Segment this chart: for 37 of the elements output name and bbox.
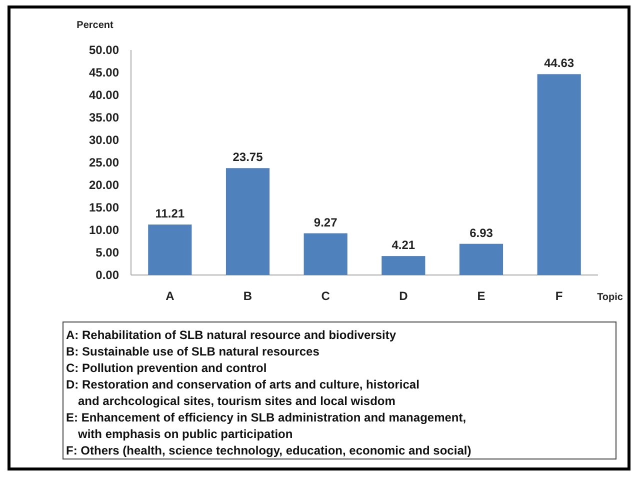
bar xyxy=(537,74,581,275)
x-tick-label: A xyxy=(166,289,175,303)
text: D: Restoration and conservation of arts and culture, historical and archcological sites, tourism sites and local wisdom xyxy=(66,378,420,408)
data-label: 4.21 xyxy=(392,238,416,252)
bar xyxy=(304,233,348,275)
x-tick-label: F xyxy=(555,289,563,303)
y-tick-label: 30.00 xyxy=(88,133,120,148)
bar xyxy=(226,168,270,275)
y-tick-label: 5.00 xyxy=(96,246,120,260)
y-tick-label: 35.00 xyxy=(88,110,120,125)
y-tick-label: 20.00 xyxy=(88,178,120,192)
bar xyxy=(148,224,192,275)
y-tick-label: 25.00 xyxy=(88,156,120,170)
y-tick-label: 10.00 xyxy=(88,223,120,238)
data-label: 11.21 xyxy=(155,206,185,221)
data-label: 23.75 xyxy=(232,150,264,164)
x-tick-label: E xyxy=(477,289,486,303)
x-tick-label: C xyxy=(321,289,330,303)
data-label: 44.63 xyxy=(544,56,574,70)
y-tick-label: 50.00 xyxy=(88,43,120,58)
data-label: 9.27 xyxy=(314,215,338,230)
bar xyxy=(382,256,426,275)
x-axis-title: Topic xyxy=(597,292,624,303)
text: C: Pollution prevention and control xyxy=(66,361,267,375)
text: B: Sustainable use of SLB natural resources xyxy=(66,344,320,358)
data-label: 6.93 xyxy=(470,226,494,240)
text: A: Rehabilitation of SLB natural resource and biodiversity xyxy=(66,328,396,342)
text: E: Enhancement of efficiency in SLB administration and management, with emphasis on public participation xyxy=(66,410,466,441)
y-tick-label: 45.00 xyxy=(88,66,120,80)
bar xyxy=(459,244,504,275)
y-tick-label: 40.00 xyxy=(88,88,120,102)
text: F: Others (health, science technology, education, economic and social) xyxy=(66,444,472,458)
x-tick-label: D xyxy=(399,289,408,303)
y-axis-title: Percent xyxy=(76,20,114,31)
y-tick-label: 0.00 xyxy=(96,268,120,282)
y-tick-label: 15.00 xyxy=(88,200,120,215)
x-tick-label: B xyxy=(243,289,252,303)
